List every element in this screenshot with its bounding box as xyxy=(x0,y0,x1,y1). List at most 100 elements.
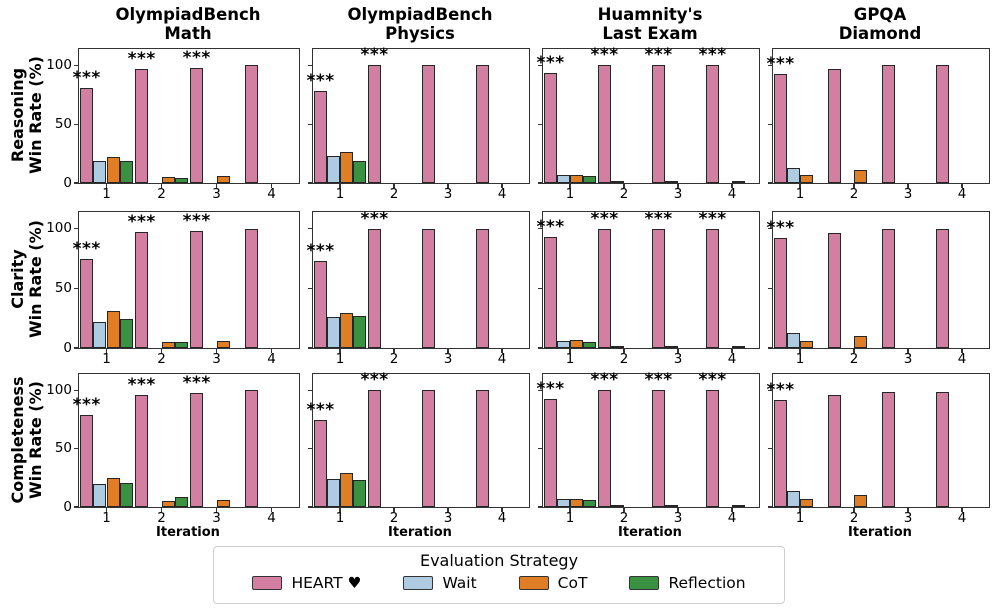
x-tick-label: 3 xyxy=(673,351,683,367)
significance-stars: *** xyxy=(127,48,156,69)
bar-heart xyxy=(80,258,94,348)
bar-heart xyxy=(314,260,328,348)
x-tick xyxy=(799,507,801,512)
x-tick xyxy=(447,348,449,353)
bar-heart xyxy=(80,87,94,183)
significance-stars: *** xyxy=(72,238,101,259)
x-tick-label: 2 xyxy=(389,510,399,526)
y-tick xyxy=(768,389,773,391)
bar-heart xyxy=(314,419,328,507)
bar-wait xyxy=(665,180,678,183)
bar-heart xyxy=(828,395,842,507)
legend-title: Evaluation Strategy xyxy=(419,551,579,570)
x-tick xyxy=(501,183,503,188)
bar-wait xyxy=(93,160,107,183)
bar-heart xyxy=(544,398,558,507)
y-tick xyxy=(74,506,79,508)
x-tick xyxy=(270,348,273,353)
y-tick-label: 100 xyxy=(46,381,72,398)
bar-heart xyxy=(828,233,842,348)
significance-stars: *** xyxy=(182,211,211,232)
x-tick-label: 3 xyxy=(212,351,221,367)
y-tick xyxy=(308,64,313,67)
x-tick xyxy=(961,507,963,512)
y-tick xyxy=(768,228,773,230)
bar-heart xyxy=(652,390,666,507)
x-tick xyxy=(447,183,449,188)
x-tick-label: 3 xyxy=(673,186,683,202)
y-tick xyxy=(308,448,313,450)
x-tick xyxy=(799,348,801,353)
significance-stars: *** xyxy=(698,370,727,391)
x-tick-label: 3 xyxy=(903,510,913,526)
bar-reflection xyxy=(352,160,366,183)
y-tick xyxy=(768,182,773,184)
x-tick xyxy=(907,348,909,353)
bar-wait xyxy=(611,505,624,507)
y-tick xyxy=(74,123,79,125)
x-tick-label: 4 xyxy=(497,510,507,526)
bar-wait xyxy=(787,332,800,348)
bar-cot xyxy=(854,170,867,183)
significance-stars: *** xyxy=(590,370,619,391)
significance-stars: *** xyxy=(698,45,727,66)
significance-stars: *** xyxy=(127,375,156,395)
bar-wait xyxy=(327,479,340,507)
bar-reflection xyxy=(119,319,133,348)
bar-wait xyxy=(557,174,570,183)
bar-heart xyxy=(80,414,94,507)
bar-heart xyxy=(422,65,436,183)
chart-panel: 0 50 100 1 *** 2 *** 3 *** 4 xyxy=(46,48,300,201)
significance-stars: *** xyxy=(306,399,335,420)
x-tick-label: 3 xyxy=(903,351,913,367)
chart-panel: 1 *** 2 *** 3 4 xyxy=(306,47,530,201)
y-tick xyxy=(308,123,313,125)
y-tick xyxy=(538,182,543,184)
y-tick xyxy=(308,182,313,184)
x-tick-label: 2 xyxy=(389,186,399,202)
significance-stars: *** xyxy=(590,45,619,66)
x-tick xyxy=(393,183,395,188)
x-tick xyxy=(677,183,679,188)
x-tick xyxy=(853,507,855,512)
col-title-gpqa-diamond: GPQA Diamond xyxy=(838,5,922,44)
bar-heart xyxy=(706,390,720,507)
y-tick-label: 100 xyxy=(46,56,72,73)
bar-reflection xyxy=(174,342,188,348)
bar-cot xyxy=(732,505,745,507)
bar-wait xyxy=(611,181,624,183)
bar-heart xyxy=(598,390,612,507)
bar-heart xyxy=(882,65,896,183)
bar-reflection xyxy=(174,496,188,507)
y-tick xyxy=(768,448,773,450)
y-tick xyxy=(768,347,773,349)
chart-panel: 1 *** 2 *** 3 *** 4 *** xyxy=(536,370,760,525)
significance-stars: *** xyxy=(644,208,673,229)
bar-heart xyxy=(774,73,788,183)
chart-panel: 0 50 100 1 *** 2 *** 3 *** 4 xyxy=(46,211,300,366)
chart-panel: 1 *** 2 3 4 xyxy=(766,211,990,366)
bar-heart xyxy=(190,392,204,507)
y-tick xyxy=(538,448,543,450)
bar-heart xyxy=(476,65,490,183)
x-tick-label: 1 xyxy=(102,510,111,526)
y-tick xyxy=(308,389,313,391)
x-tick-label: 1 xyxy=(335,351,345,367)
significance-stars: *** xyxy=(536,52,565,73)
col-title-olympiadbench-physics: OlympiadBench Physics xyxy=(347,5,493,44)
x-tick-label: 1 xyxy=(102,351,111,367)
x-tick xyxy=(339,507,341,512)
bar-cot xyxy=(161,342,175,348)
bar-cot xyxy=(800,340,813,348)
significance-stars: *** xyxy=(644,45,673,66)
significance-stars: *** xyxy=(306,240,335,261)
bar-heart xyxy=(476,228,490,348)
x-tick xyxy=(105,348,108,353)
bar-heart xyxy=(314,91,328,183)
significance-stars: *** xyxy=(644,370,673,391)
cot-swatch xyxy=(518,576,549,590)
bar-cot xyxy=(106,477,120,507)
y-tick xyxy=(538,64,543,67)
bar-wait xyxy=(665,345,678,348)
bar-reflection xyxy=(174,178,188,183)
